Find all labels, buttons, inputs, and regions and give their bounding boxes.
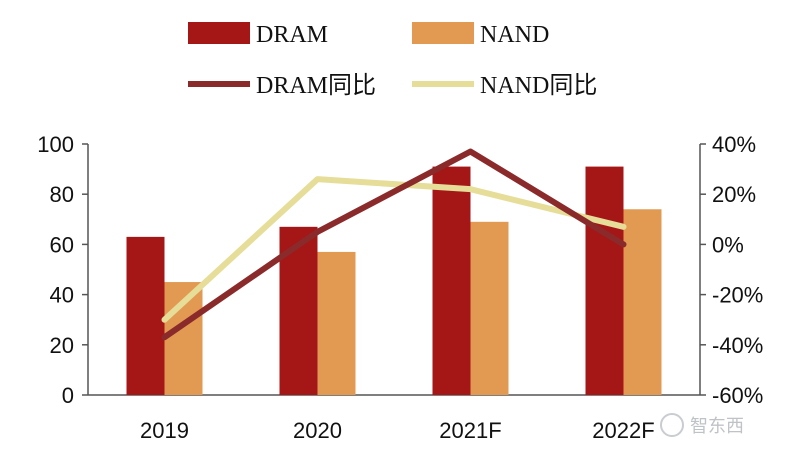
bars [126, 166, 662, 395]
right-tick-label: -60% [712, 383, 763, 408]
right-tick-label: 0% [712, 232, 744, 257]
bar-nand-2022f [623, 209, 662, 395]
right-axis-ticks: -60% -40% -20% 0% 20% 40% [700, 132, 763, 408]
legend-label-nand-yoy: NAND同比 [480, 72, 597, 99]
x-tick-label: 2022F [592, 418, 654, 443]
legend: DRAM NAND DRAM同比 NAND同比 [188, 22, 597, 99]
watermark: 智东西 [660, 413, 744, 437]
x-tick-label: 2020 [293, 418, 342, 443]
right-tick-label: 40% [712, 132, 756, 157]
x-tick-label: 2019 [140, 418, 189, 443]
bar-nand-2021f [470, 221, 509, 395]
right-tick-label: -40% [712, 333, 763, 358]
left-tick-label: 0 [62, 383, 74, 408]
line-dram-yoy [161, 148, 627, 341]
legend-label-dram: DRAM [256, 22, 328, 48]
bar-nand-2020 [317, 251, 356, 395]
x-tick-label: 2021F [439, 418, 501, 443]
bar-dram-2022f [585, 166, 624, 395]
right-tick-label: 20% [712, 182, 756, 207]
left-tick-label: 100 [37, 132, 74, 157]
left-axis-ticks: 0 20 40 60 80 100 [37, 132, 88, 408]
left-tick-label: 80 [50, 182, 74, 207]
watermark-text: 智东西 [690, 416, 744, 437]
bar-dram-2021f [432, 166, 471, 395]
right-tick-label: -20% [712, 283, 763, 308]
line-nand-yoy [161, 176, 627, 323]
left-tick-label: 60 [50, 232, 74, 257]
left-tick-label: 20 [50, 333, 74, 358]
legend-swatch-nand [412, 22, 474, 44]
lines [161, 148, 627, 341]
bar-dram-2019 [126, 236, 165, 395]
x-axis-labels: 2019 2020 2021F 2022F [140, 418, 655, 443]
legend-swatch-dram [188, 22, 250, 44]
legend-label-nand: NAND [480, 22, 549, 48]
watermark-icon [660, 413, 684, 437]
legend-label-dram-yoy: DRAM同比 [256, 72, 376, 99]
left-tick-label: 40 [50, 283, 74, 308]
